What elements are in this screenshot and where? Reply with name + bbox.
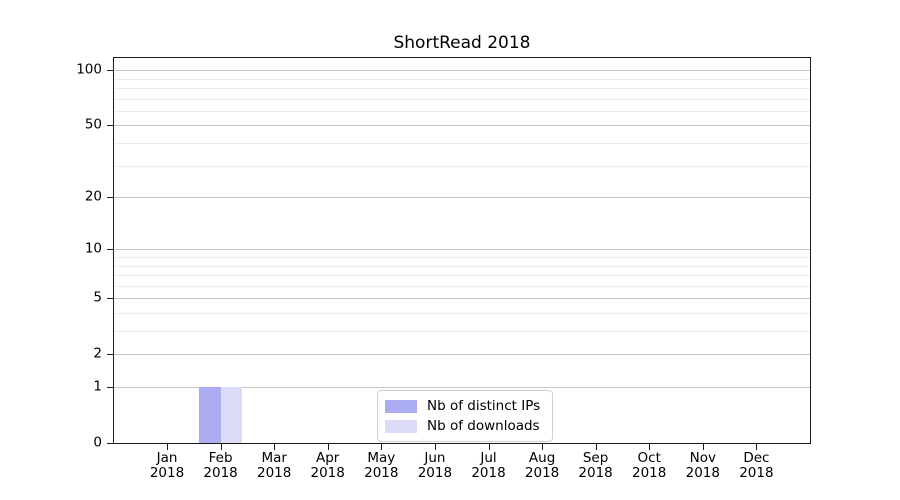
legend: Nb of distinct IPs Nb of downloads (377, 390, 554, 443)
bar-downloads (220, 387, 243, 443)
gridline-minor (114, 257, 810, 258)
x-tick-month: May (367, 450, 396, 466)
gridline-major (114, 70, 810, 72)
x-tick-year: 2018 (149, 465, 185, 481)
chart-title: ShortRead 2018 (393, 33, 531, 53)
x-tick-year: 2018 (685, 465, 720, 481)
y-axis-tick (107, 387, 113, 388)
x-tick-month: Oct (637, 450, 661, 466)
x-axis-tick-label: Jul 2018 (457, 451, 521, 481)
plot-area: Nb of distinct IPs Nb of downloads 0 1 2 5 10… (76, 57, 811, 481)
gridline-minor (114, 331, 810, 332)
x-axis-tick-label: May 2018 (349, 451, 413, 481)
gridline-minor (114, 285, 810, 287)
x-axis-tick-label: Aug 2018 (510, 451, 574, 481)
gridline-minor (114, 110, 810, 112)
y-axis-tick-label: 100 (76, 61, 102, 78)
x-axis-tick-label: Mar 2018 (242, 451, 306, 481)
x-tick-month: Jul (480, 450, 497, 466)
gridline-minor (114, 165, 810, 167)
x-axis-tick (274, 444, 276, 450)
x-axis-tick-label: Jan 2018 (135, 451, 199, 481)
x-tick-month: Feb (208, 450, 233, 466)
x-tick-year: 2018 (471, 465, 506, 481)
x-axis-tick (542, 444, 544, 450)
gridline-major (114, 387, 810, 388)
y-axis-tick-label: 0 (93, 434, 102, 451)
x-tick-year: 2018 (417, 465, 453, 481)
x-axis-tick-label: Jun 2018 (403, 451, 467, 481)
gridline-minor (114, 98, 810, 100)
x-axis-tick-label: Feb 2018 (189, 451, 253, 481)
x-tick-month: Jan (156, 450, 178, 466)
legend-label: Nb of downloads (427, 418, 540, 435)
x-axis-tick-label: Dec 2018 (724, 451, 788, 481)
y-axis-tick-label: 5 (93, 289, 102, 306)
y-axis-tick (107, 70, 113, 72)
x-axis-tick-label: Apr 2018 (296, 451, 360, 481)
y-axis-tick (107, 443, 113, 444)
y-axis-tick (107, 125, 113, 127)
x-axis-tick (434, 444, 436, 450)
bar-distinct-ips (199, 387, 221, 443)
x-axis-tick (327, 444, 329, 450)
x-tick-month: Jun (424, 450, 446, 466)
x-axis-tick (381, 444, 383, 450)
x-axis-tick (220, 444, 222, 450)
x-tick-year: 2018 (257, 465, 292, 481)
x-tick-year: 2018 (524, 465, 560, 481)
gridline-major (114, 125, 810, 127)
gridline-minor (114, 143, 810, 144)
x-tick-month: Aug (528, 450, 556, 466)
y-axis-tick-label: 50 (84, 116, 102, 133)
x-tick-year: 2018 (739, 465, 774, 481)
x-axis-tick-label: Sep 2018 (564, 451, 628, 481)
x-axis-tick-label: Nov 2018 (671, 451, 735, 481)
x-tick-month: Sep (582, 450, 609, 466)
gridline-minor (114, 275, 810, 276)
x-tick-month: Nov (689, 450, 716, 466)
legend-swatch (385, 419, 417, 433)
gridline-major (114, 197, 810, 199)
x-tick-year: 2018 (203, 465, 238, 481)
y-axis-tick (107, 298, 113, 300)
y-axis-tick (107, 249, 113, 251)
x-axis-tick (167, 444, 168, 450)
gridline-major (114, 298, 810, 300)
gridline-minor (114, 313, 810, 314)
gridline-minor (114, 88, 810, 89)
gridline-minor (114, 78, 810, 80)
x-axis-tick (488, 444, 490, 450)
legend-item: Nb of downloads (385, 418, 540, 434)
y-axis-tick-label: 1 (93, 378, 102, 395)
x-tick-year: 2018 (310, 465, 345, 481)
x-axis-tick (595, 444, 597, 450)
y-axis-tick (107, 197, 113, 199)
x-axis-tick-label: Oct 2018 (617, 451, 681, 481)
legend-label: Nb of distinct IPs (427, 398, 541, 414)
x-axis-tick (702, 444, 704, 450)
y-axis-tick-label: 10 (84, 240, 102, 257)
legend-swatch (385, 399, 417, 413)
x-axis-tick (649, 444, 651, 450)
legend-item: Nb of distinct IPs (385, 398, 540, 414)
gridline-minor (114, 265, 810, 267)
x-tick-year: 2018 (632, 465, 667, 481)
x-tick-year: 2018 (364, 465, 399, 481)
y-axis-tick (107, 354, 113, 356)
y-axis-tick-label: 20 (84, 188, 102, 205)
x-axis-tick (756, 444, 758, 450)
x-tick-year: 2018 (578, 465, 613, 481)
gridline-major (114, 249, 810, 251)
x-tick-month: Mar (261, 450, 287, 466)
x-tick-month: Dec (743, 450, 770, 466)
y-axis-tick-label: 2 (93, 345, 102, 362)
gridline-major (114, 354, 810, 356)
x-tick-month: Apr (316, 450, 340, 466)
